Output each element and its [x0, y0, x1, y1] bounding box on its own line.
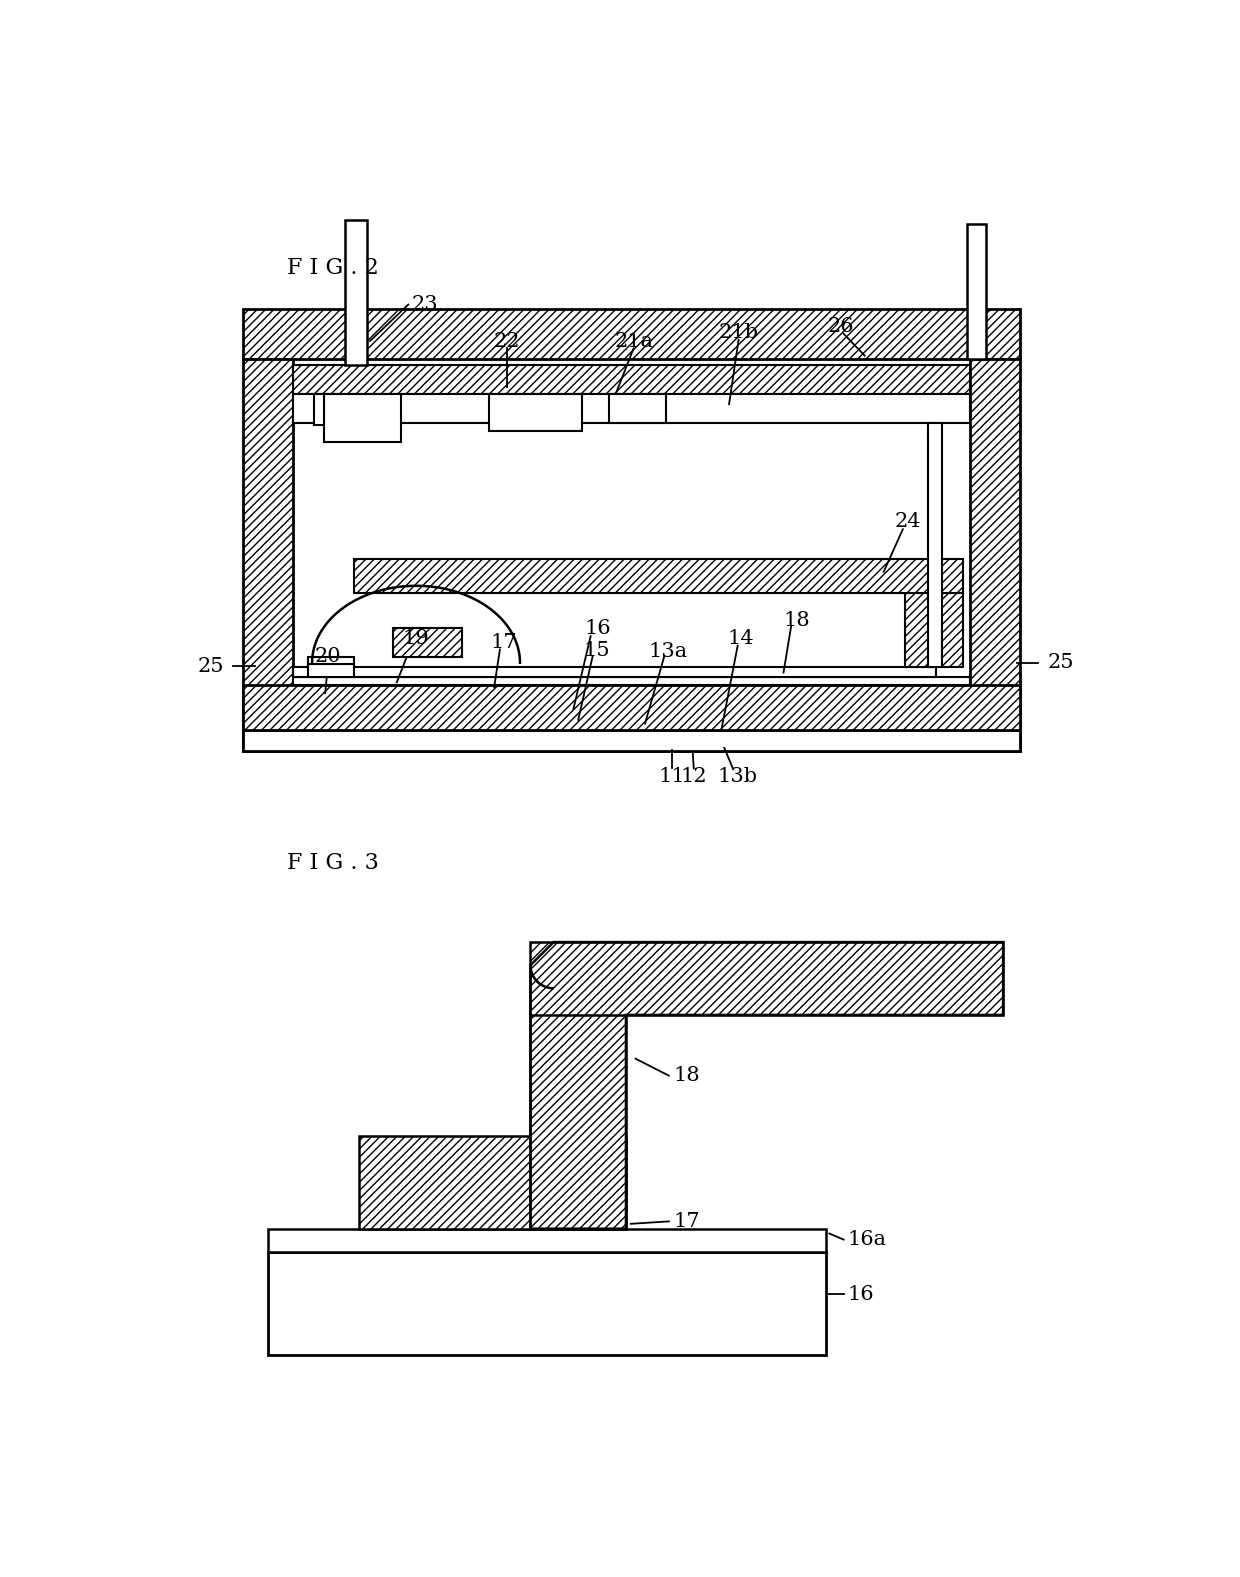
Bar	[268, 1228, 826, 1252]
Text: 12: 12	[681, 768, 707, 787]
Bar	[293, 394, 971, 423]
Text: 18: 18	[673, 1066, 701, 1085]
Text: 24: 24	[894, 513, 921, 531]
Text: 11: 11	[658, 768, 686, 787]
Text: 21a: 21a	[614, 331, 653, 350]
Bar	[490, 394, 582, 431]
Bar	[531, 941, 1003, 1016]
Text: 20: 20	[315, 647, 341, 665]
Bar	[293, 364, 971, 394]
Text: 19: 19	[403, 629, 429, 648]
Bar	[928, 423, 942, 667]
Bar	[309, 658, 355, 664]
Text: 25: 25	[1047, 653, 1074, 672]
Bar	[905, 593, 962, 667]
Bar	[609, 394, 666, 423]
Bar	[967, 224, 986, 358]
Text: 17: 17	[491, 632, 517, 651]
Bar	[971, 358, 1021, 751]
Text: 17: 17	[673, 1211, 701, 1232]
Bar	[293, 667, 936, 678]
Bar	[243, 684, 1021, 730]
Bar	[345, 221, 367, 364]
Text: 13a: 13a	[649, 642, 687, 661]
Bar	[393, 628, 463, 658]
Bar	[243, 730, 1021, 751]
Text: 16: 16	[847, 1285, 874, 1304]
Text: 21b: 21b	[719, 323, 759, 342]
Bar	[531, 967, 626, 1228]
Bar	[309, 664, 355, 678]
Text: 14: 14	[727, 629, 754, 648]
Bar	[268, 1252, 826, 1355]
Bar	[243, 309, 1021, 358]
Bar	[324, 394, 401, 442]
Text: F I G . 2: F I G . 2	[286, 257, 378, 279]
Text: 26: 26	[827, 317, 854, 336]
Bar	[243, 358, 293, 751]
Bar	[355, 558, 962, 593]
Text: 25: 25	[197, 658, 224, 677]
Text: 13b: 13b	[718, 768, 758, 787]
Text: 23: 23	[412, 295, 438, 314]
Bar	[315, 394, 324, 424]
Text: 22: 22	[494, 331, 520, 350]
Bar	[293, 678, 971, 684]
Text: 18: 18	[784, 610, 810, 629]
Bar	[243, 688, 1021, 730]
Text: 16a: 16a	[847, 1230, 887, 1249]
Text: 15: 15	[583, 642, 610, 661]
Bar	[358, 1137, 626, 1228]
Bar	[243, 730, 1021, 751]
Text: 16: 16	[584, 620, 610, 639]
Text: F I G . 3: F I G . 3	[286, 852, 379, 874]
